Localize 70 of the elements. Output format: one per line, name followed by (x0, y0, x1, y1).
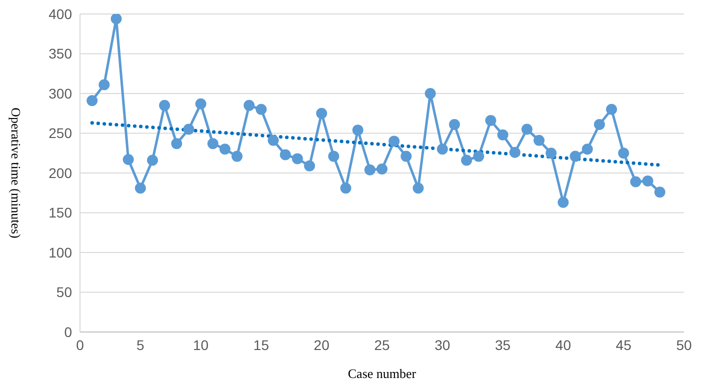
x-axis-title: Case number (348, 366, 417, 381)
point (268, 134, 279, 146)
point (618, 148, 630, 159)
point (436, 144, 448, 155)
point (630, 176, 642, 188)
y-tick-label: 0 (64, 324, 72, 340)
y-tick-label: 350 (48, 46, 72, 62)
x-tick-label: 10 (193, 336, 209, 353)
point (461, 154, 472, 166)
point (594, 119, 605, 130)
point (292, 153, 303, 164)
x-tick-label: 35 (495, 336, 511, 353)
x-tick-label: 40 (555, 336, 572, 353)
y-axis-title: Operative time (minutes) (8, 108, 24, 238)
point (134, 182, 146, 194)
x-tick-label: 15 (253, 336, 270, 353)
point (159, 100, 170, 111)
point (195, 98, 206, 110)
x-tick-label: 50 (676, 336, 692, 353)
point (546, 148, 557, 159)
x-tick-label: 25 (374, 336, 390, 353)
point (485, 115, 496, 126)
point (376, 164, 388, 175)
x-tick-label: 5 (136, 336, 144, 353)
point (558, 196, 569, 208)
y-tick-label: 400 (48, 6, 72, 22)
point (232, 150, 243, 162)
point (86, 95, 98, 106)
x-tick-label: 30 (434, 336, 450, 353)
point (534, 134, 545, 146)
point (244, 100, 255, 111)
point (448, 119, 460, 130)
point (183, 124, 194, 135)
x-tick-label: 0 (76, 336, 84, 353)
point (570, 150, 581, 162)
point (582, 144, 593, 155)
point (388, 136, 400, 147)
point (424, 88, 436, 99)
point (98, 79, 110, 90)
y-tick-label: 150 (48, 204, 72, 221)
x-tick-label: 45 (616, 336, 632, 353)
point (171, 138, 182, 150)
point (606, 104, 618, 115)
point (364, 164, 376, 176)
point (642, 175, 654, 186)
point (400, 150, 412, 162)
point (497, 129, 508, 140)
point (340, 182, 352, 194)
y-tick-label: 200 (48, 164, 72, 181)
point (509, 146, 520, 158)
x-tick-label: 20 (314, 336, 330, 353)
point (304, 160, 316, 172)
point (654, 186, 666, 198)
point (110, 14, 122, 24)
y-tick-label: 100 (48, 244, 72, 260)
point (412, 182, 424, 194)
point (352, 124, 364, 136)
point (280, 149, 291, 160)
point (207, 138, 218, 150)
point (122, 154, 134, 165)
point (316, 108, 328, 119)
y-tick-label: 300 (48, 85, 72, 102)
point (473, 150, 484, 162)
point (256, 104, 267, 115)
point (219, 144, 230, 155)
y-tick-label: 250 (48, 125, 72, 142)
y-tick-label: 50 (56, 284, 72, 300)
point (146, 154, 158, 166)
point (328, 150, 340, 162)
point (521, 124, 532, 135)
